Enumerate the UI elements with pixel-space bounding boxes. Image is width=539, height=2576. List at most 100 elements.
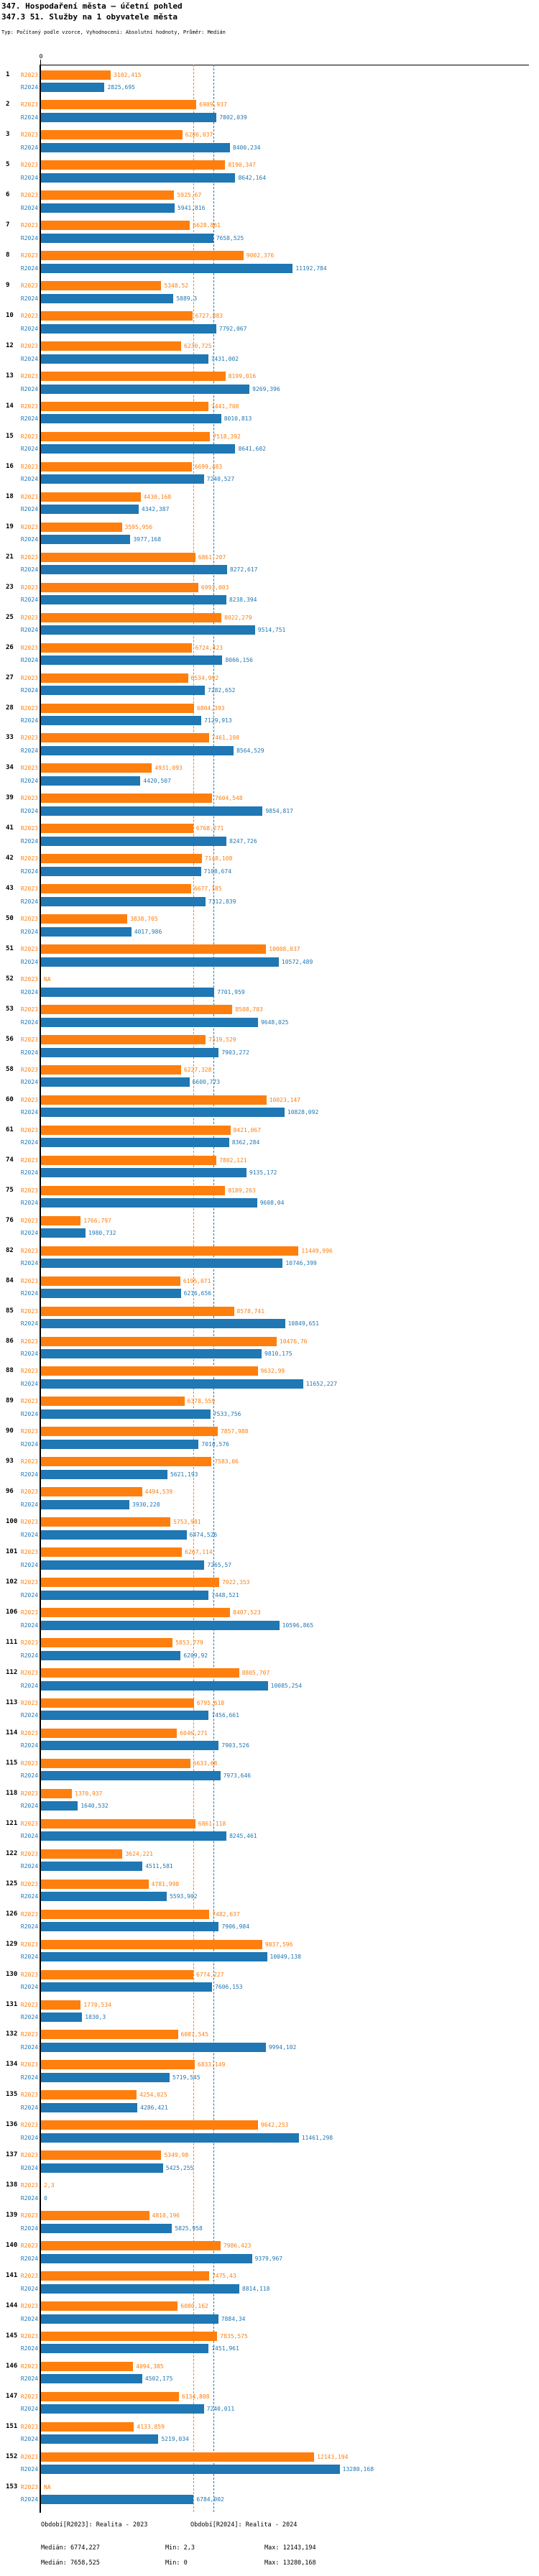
value-label-r2024: 4342,387: [141, 506, 170, 513]
value-label-r2024: 5593,902: [170, 1893, 198, 1900]
value-label-r2024: 4511,581: [145, 1863, 173, 1870]
bar-line-r2024: R2024 6209,92: [0, 1650, 539, 1660]
bar-line-r2024: R2024 7240,527: [0, 474, 539, 484]
series-label-r2023: R2023: [20, 313, 38, 320]
series-label-r2024: R2024: [20, 2104, 38, 2111]
value-label-r2024: 11461,298: [301, 2134, 333, 2141]
series-label-r2024: R2024: [20, 627, 38, 634]
chart-row: 115 R2023 6633,68 R2024 7973,646: [0, 1757, 539, 1788]
chart-row: 122 R2023 3624,221 R2024 4511,581: [0, 1848, 539, 1878]
bar-r2024: [41, 384, 250, 394]
value-label-r2023: 9002,376: [246, 252, 275, 259]
value-label-r2024: 10049,138: [270, 1954, 301, 1961]
value-label-r2024: 9269,396: [252, 385, 280, 392]
series-label-r2024: R2024: [20, 234, 38, 242]
series-label-r2024: R2024: [20, 144, 38, 151]
series-label-r2024: R2024: [20, 2074, 38, 2081]
chart-row: 93 R2023 7583,06 R2024 5621,193: [0, 1456, 539, 1486]
bar-line-r2023: 134 R2023 6833,149: [0, 2060, 539, 2070]
bar-r2023: [41, 461, 192, 472]
bar-r2023: [41, 221, 190, 231]
row-number: 134: [6, 2061, 18, 2069]
series-label-r2023: R2023: [20, 1609, 38, 1616]
bar-r2023: [41, 1185, 226, 1195]
bar-r2024: [41, 656, 223, 666]
value-label-r2023: NA: [44, 976, 51, 983]
bar-r2023: [41, 763, 152, 773]
series-label-r2023: R2023: [20, 373, 38, 380]
row-number: 101: [6, 1548, 18, 1556]
series-label-r2023: R2023: [20, 1850, 38, 1857]
value-label-r2024: 1640,532: [80, 1803, 109, 1810]
value-label-r2024: 7658,525: [216, 234, 244, 242]
legend-r2024: Období[R2024]: Realita - 2024: [190, 2521, 298, 2529]
row-number: 93: [6, 1458, 14, 1466]
series-label-r2024: R2024: [20, 1923, 38, 1931]
value-label-r2023: 1370,937: [74, 1790, 103, 1797]
bar-r2024: [41, 2102, 138, 2112]
series-label-r2023: R2023: [20, 2273, 38, 2280]
chart-row: 129 R2023 9837,596 R2024 10049,138: [0, 1938, 539, 1969]
bar-r2023: [41, 1125, 231, 1135]
bar-r2024: [41, 142, 230, 152]
bar-r2024: [41, 2495, 194, 2505]
row-number: 126: [6, 1910, 18, 1918]
bar-line-r2023: 106 R2023 8407,523: [0, 1608, 539, 1618]
bar-line-r2024: R2024 5425,255: [0, 2163, 539, 2173]
series-label-r2024: R2024: [20, 1833, 38, 1840]
chart-row: 42 R2023 7148,108 R2024 7108,674: [0, 853, 539, 883]
bar-line-r2023: 28 R2023 6804,393: [0, 703, 539, 713]
bar-r2023: [41, 100, 197, 110]
bar-r2023: [41, 1728, 178, 1738]
value-label-r2024: 7906,984: [221, 1923, 250, 1931]
bar-r2024: [41, 203, 175, 213]
bar-line-r2024: R2024 11192,784: [0, 263, 539, 273]
series-label-r2023: R2023: [20, 765, 38, 772]
bar-r2023: [41, 733, 209, 743]
value-label-r2024: 9514,751: [257, 627, 286, 634]
value-label-r2023: 4931,093: [155, 765, 183, 772]
bar-r2023: [41, 1276, 180, 1286]
row-number: 41: [6, 824, 14, 832]
bar-r2024: [41, 1108, 285, 1118]
bar-r2023: [41, 1849, 123, 1859]
series-label-r2024: R2024: [20, 1622, 38, 1629]
series-label-r2024: R2024: [20, 988, 38, 995]
bar-line-r2024: R2024 7431,002: [0, 354, 539, 364]
bar-r2023: [41, 1818, 195, 1828]
row-number: 111: [6, 1639, 18, 1647]
bar-line-r2023: 153 R2023 NA: [0, 2483, 539, 2492]
chart-row: 84 R2023 6195,071 R2024 6216,656: [0, 1275, 539, 1305]
bar-line-r2024: R2024 5719,545: [0, 2072, 539, 2082]
row-number: 122: [6, 1849, 18, 1857]
series-label-r2024: R2024: [20, 1260, 38, 1267]
series-label-r2023: R2023: [20, 252, 38, 259]
series-label-r2023: R2023: [20, 1760, 38, 1767]
series-label-r2023: R2023: [20, 1790, 38, 1797]
bar-line-r2024: R2024 11652,227: [0, 1379, 539, 1389]
value-label-r2023: 8189,263: [228, 1187, 256, 1194]
row-number: 125: [6, 1880, 18, 1887]
value-label-r2024: 8642,164: [238, 174, 267, 181]
value-label-r2023: 6227,328: [183, 1066, 212, 1073]
bar-r2024: [41, 595, 226, 605]
series-label-r2023: R2023: [20, 343, 38, 350]
row-number: 6: [6, 191, 10, 199]
value-label-r2023: 7802,121: [219, 1156, 247, 1164]
series-label-r2023: R2023: [20, 553, 38, 561]
series-label-r2023: R2023: [20, 2031, 38, 2038]
bar-r2024: [41, 414, 221, 424]
bar-line-r2023: 86 R2023 10476,76: [0, 1336, 539, 1346]
bar-line-r2024: R2024 5825,958: [0, 2223, 539, 2233]
value-label-r2023: 8190,347: [228, 162, 256, 169]
value-label-r2023: 6993,003: [201, 584, 229, 591]
bar-r2024: [41, 776, 141, 786]
bar-line-r2024: R2024 1980,732: [0, 1228, 539, 1238]
bar-line-r2023: 3 R2023 6286,037: [0, 130, 539, 140]
chart-row: 130 R2023 6774,227 R2024 7606,153: [0, 1969, 539, 1999]
value-label-r2024: 11652,227: [305, 1380, 338, 1387]
series-label-r2023: R2023: [20, 1066, 38, 1073]
bar-line-r2024: R2024 1830,3: [0, 2012, 539, 2022]
series-label-r2024: R2024: [20, 2255, 38, 2262]
